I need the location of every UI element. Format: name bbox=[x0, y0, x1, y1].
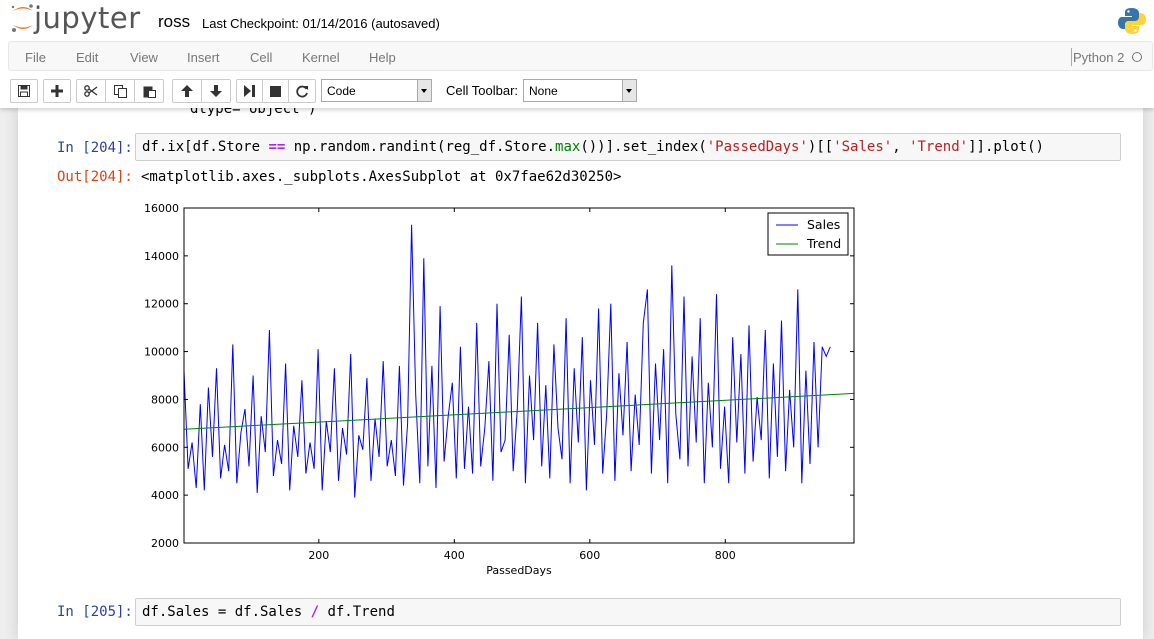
code-token: df.Trend bbox=[319, 604, 395, 620]
copy-icon bbox=[113, 84, 127, 98]
arrow-up-icon bbox=[181, 85, 193, 97]
interrupt-kernel-button[interactable] bbox=[262, 79, 289, 103]
jupyter-wordmark: jupyter bbox=[34, 1, 141, 35]
code-token: )[[ bbox=[807, 139, 834, 155]
notebook-name[interactable]: ross bbox=[158, 12, 191, 31]
code-token: df.Sales = df.Sales bbox=[142, 604, 311, 620]
cut-button[interactable] bbox=[76, 79, 106, 103]
notebook-container: dtype= object ) In [204]: df.ix[df.Store… bbox=[18, 108, 1143, 639]
x-tick-label: 600 bbox=[579, 549, 600, 562]
menu-file[interactable]: File bbox=[25, 50, 46, 65]
code-token: 'Trend' bbox=[909, 139, 969, 155]
legend-label: Sales bbox=[807, 217, 840, 232]
checkpoint-status: Last Checkpoint: 01/14/2016 (autosaved) bbox=[202, 16, 440, 31]
cell-input-prompt: In [204]: bbox=[57, 140, 133, 156]
save-icon bbox=[18, 85, 30, 97]
jupyter-logo[interactable]: jupyter bbox=[10, 1, 140, 40]
save-button[interactable] bbox=[10, 79, 38, 103]
run-cell-button[interactable] bbox=[236, 79, 263, 103]
menu-view[interactable]: View bbox=[130, 50, 158, 65]
x-tick-label: 200 bbox=[308, 549, 329, 562]
code-token: max bbox=[555, 139, 581, 155]
kernel-name: Python 2 bbox=[1073, 50, 1125, 65]
restart-kernel-button[interactable] bbox=[288, 79, 316, 103]
arrow-down-icon bbox=[210, 85, 222, 97]
code-line: df.ix[df.Store == np.random.randint(reg_… bbox=[142, 139, 1044, 155]
move-cell-up-button[interactable] bbox=[172, 79, 202, 103]
notebook-header: jupyter ross Last Checkpoint: 01/14/2016… bbox=[0, 0, 1154, 108]
sales-trend-chart: 200 400 600 800 2000 4000 6000 8000 10000 12000 14… bbox=[144, 202, 855, 577]
paste-icon bbox=[143, 86, 156, 98]
x-tick-label: 400 bbox=[444, 549, 465, 562]
menu-kernel[interactable]: Kernel bbox=[302, 50, 340, 65]
code-cell-input[interactable]: df.ix[df.Store == np.random.randint(reg_… bbox=[135, 133, 1121, 161]
code-token: == bbox=[268, 139, 286, 155]
cell-type-value: Code bbox=[327, 84, 356, 98]
code-token: ())].set_index( bbox=[580, 139, 707, 155]
kernel-idle-indicator-icon bbox=[1132, 52, 1142, 62]
menu-bar: File Edit View Insert Cell Kernel Help P… bbox=[8, 41, 1153, 71]
y-tick-label: 6000 bbox=[151, 441, 179, 454]
paste-button[interactable] bbox=[134, 79, 164, 103]
y-tick-label: 8000 bbox=[151, 393, 179, 406]
x-tick-label: 800 bbox=[715, 549, 736, 562]
kernel-separator bbox=[1071, 48, 1072, 66]
cell-output-text: <matplotlib.axes._subplots.AxesSubplot a… bbox=[141, 169, 622, 185]
legend-box bbox=[767, 212, 849, 256]
chevron-down-icon bbox=[622, 80, 636, 101]
menu-cell[interactable]: Cell bbox=[250, 50, 273, 65]
menu-help[interactable]: Help bbox=[369, 50, 396, 65]
copy-button[interactable] bbox=[105, 79, 135, 103]
insert-cell-button[interactable] bbox=[43, 79, 71, 103]
code-token: ]].plot() bbox=[968, 139, 1044, 155]
code-line: df.Sales = df.Sales / df.Trend bbox=[142, 604, 395, 620]
menu-edit[interactable]: Edit bbox=[76, 50, 99, 65]
move-cell-down-button[interactable] bbox=[201, 79, 231, 103]
jupyter-logo-icon bbox=[11, 4, 33, 32]
code-token: , bbox=[892, 139, 910, 155]
stop-icon bbox=[270, 85, 281, 97]
step-forward-icon bbox=[244, 85, 255, 97]
cell-output-prompt: Out[204]: bbox=[57, 169, 133, 185]
code-token: np.random.randint(reg_df.Store. bbox=[285, 139, 556, 155]
series-line-sales bbox=[184, 224, 831, 498]
cell-input-prompt: In [205]: bbox=[57, 604, 133, 620]
chevron-down-icon bbox=[417, 80, 431, 101]
menu-insert[interactable]: Insert bbox=[187, 50, 220, 65]
cell-toolbar-value: None bbox=[529, 84, 558, 98]
cell-type-select[interactable]: Code bbox=[321, 79, 432, 102]
code-token: 'Sales' bbox=[833, 139, 893, 155]
code-token: 'PassedDays' bbox=[706, 139, 808, 155]
code-token: df.ix[df.Store bbox=[142, 139, 269, 155]
restart-icon bbox=[295, 85, 308, 97]
previous-cell-output: dtype= object ) bbox=[190, 108, 317, 117]
y-tick-label: 10000 bbox=[144, 346, 179, 359]
plus-icon bbox=[51, 85, 63, 97]
cell-toolbar-select[interactable]: None bbox=[523, 79, 637, 102]
plot-frame bbox=[183, 207, 855, 544]
scissors-icon bbox=[84, 85, 98, 97]
y-tick-label: 16000 bbox=[144, 202, 179, 215]
y-tick-label: 14000 bbox=[144, 250, 179, 263]
series-line-trend bbox=[184, 392, 854, 430]
code-token: / bbox=[310, 604, 320, 620]
code-cell-input[interactable]: df.Sales = df.Sales / df.Trend bbox=[135, 598, 1121, 626]
cell-toolbar-label: Cell Toolbar: bbox=[446, 83, 519, 98]
y-tick-label: 4000 bbox=[151, 489, 179, 502]
x-axis-label: PassedDays bbox=[486, 564, 552, 577]
y-tick-label: 12000 bbox=[144, 298, 179, 311]
legend-label: Trend bbox=[806, 236, 841, 251]
y-tick-label: 2000 bbox=[151, 537, 179, 550]
python-logo-icon bbox=[1118, 8, 1146, 34]
